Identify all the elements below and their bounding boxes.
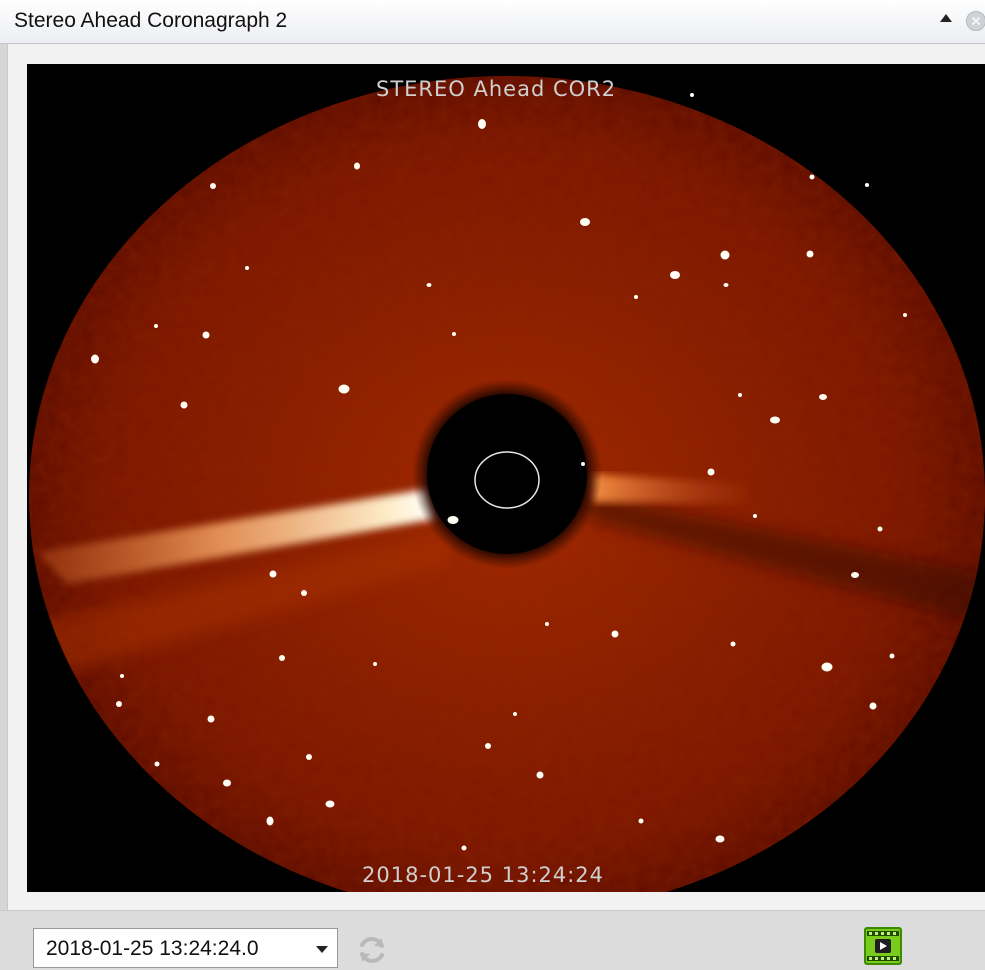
star-speck	[819, 394, 827, 400]
instrument-label: STEREO Ahead COR2	[376, 77, 617, 101]
star-speck	[452, 332, 456, 336]
star-speck	[120, 674, 124, 678]
star-speck	[269, 570, 277, 578]
star-speck	[877, 526, 883, 532]
star-speck	[707, 468, 715, 476]
star-speck	[723, 283, 729, 287]
star-speck	[770, 416, 780, 424]
star-speck	[809, 174, 815, 180]
star-speck	[116, 701, 122, 707]
star-speck	[670, 271, 680, 279]
star-speck	[207, 715, 215, 723]
date-select-value: 2018-01-25 13:24:24.0	[46, 937, 259, 960]
star-speck	[154, 761, 160, 767]
star-speck	[223, 779, 231, 787]
star-speck	[513, 712, 517, 716]
star-speck	[869, 702, 877, 710]
star-speck	[325, 800, 335, 808]
star-speck	[611, 630, 619, 638]
streamer-east	[592, 474, 747, 504]
sun-limb-circle	[474, 451, 540, 509]
star-speck	[426, 283, 432, 287]
star-speck	[720, 250, 730, 260]
streamer-west	[37, 489, 435, 584]
star-speck	[478, 119, 486, 129]
star-speck	[580, 218, 590, 226]
collapse-icon[interactable]	[940, 14, 952, 22]
chevron-down-icon[interactable]	[316, 946, 328, 953]
star-speck	[536, 771, 544, 779]
star-speck	[91, 354, 99, 364]
coronagraph-svg	[29, 76, 985, 892]
star-speck	[301, 590, 307, 596]
star-speck	[865, 183, 869, 187]
star-speck	[245, 266, 249, 270]
star-speck	[738, 393, 742, 397]
close-icon[interactable]	[966, 11, 985, 31]
star-speck	[889, 653, 895, 659]
star-speck	[638, 818, 644, 824]
star-speck	[373, 662, 377, 666]
star-speck	[354, 162, 360, 170]
refresh-icon[interactable]	[354, 932, 390, 968]
star-speck	[154, 324, 158, 328]
star-speck	[690, 93, 694, 97]
star-speck	[461, 845, 467, 851]
star-speck	[210, 183, 216, 189]
star-speck	[851, 572, 859, 578]
star-speck	[821, 662, 833, 672]
star-speck	[202, 331, 210, 339]
star-speck	[485, 743, 491, 749]
star-speck	[634, 295, 638, 299]
star-speck	[306, 754, 312, 760]
star-speck	[545, 622, 549, 626]
star-speck	[581, 462, 585, 466]
star-speck	[903, 313, 907, 317]
movie-icon[interactable]	[863, 926, 903, 966]
star-speck	[447, 516, 459, 524]
title-bar: Stereo Ahead Coronagraph 2	[0, 0, 985, 44]
star-field	[91, 93, 907, 851]
star-speck	[730, 641, 736, 647]
window-title: Stereo Ahead Coronagraph 2	[14, 9, 288, 32]
image-timestamp: 2018-01-25 13:24:24	[362, 863, 605, 887]
date-select[interactable]: 2018-01-25 13:24:24.0	[33, 928, 338, 968]
toolbar: 2018-01-25 13:24:24.0	[0, 910, 985, 970]
star-speck	[715, 835, 725, 843]
coronagraph-image: STEREO Ahead COR2 2018-01-25 13:24:24	[27, 64, 985, 892]
star-speck	[279, 655, 285, 661]
star-speck	[753, 514, 757, 518]
star-speck	[338, 384, 350, 394]
star-speck	[266, 816, 274, 826]
star-speck	[806, 250, 814, 258]
occulter-disc	[427, 394, 587, 554]
star-speck	[180, 401, 188, 409]
